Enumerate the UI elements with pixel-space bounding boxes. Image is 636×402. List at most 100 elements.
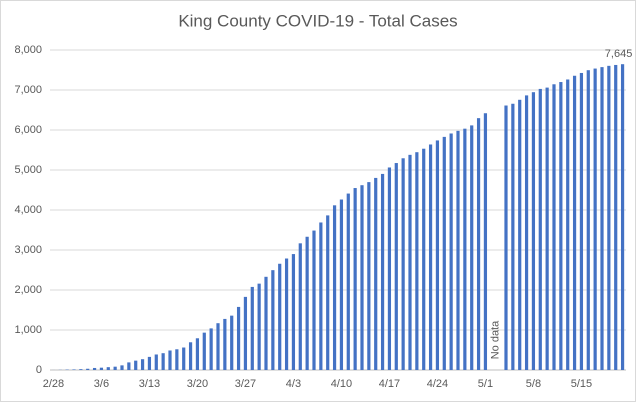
x-tick-label: 3/20 [187, 378, 208, 390]
bar [106, 367, 110, 370]
bar [161, 353, 165, 370]
bar [113, 366, 117, 370]
y-tick-label: 8,000 [14, 44, 42, 56]
x-tick-label: 2/28 [43, 378, 64, 390]
x-tick-label: 3/6 [94, 378, 109, 390]
bar [332, 205, 337, 370]
bar [243, 296, 248, 370]
bar [401, 158, 405, 370]
bar [175, 349, 179, 370]
bar [538, 88, 542, 371]
bar [312, 230, 316, 370]
bar [367, 182, 371, 370]
bar [442, 136, 446, 370]
bar [264, 276, 268, 370]
x-tick-label: 4/17 [379, 378, 400, 390]
bar [223, 318, 227, 370]
bar [579, 72, 584, 371]
bar [79, 369, 83, 370]
bar [140, 359, 145, 370]
bar [607, 65, 611, 370]
bar [339, 199, 344, 370]
bar [435, 140, 440, 370]
y-tick-label: 6,000 [14, 124, 42, 136]
bar [620, 64, 625, 370]
bar [92, 367, 97, 370]
x-tick-label: 5/1 [478, 378, 493, 390]
bar [182, 347, 186, 370]
chart-title: King County COVID-19 - Total Cases [178, 11, 457, 30]
bar [305, 236, 309, 370]
bar [415, 152, 419, 370]
bar [353, 188, 357, 370]
y-tick-label: 5,000 [14, 164, 42, 176]
bar [86, 368, 90, 370]
bar [134, 360, 138, 370]
bar [120, 365, 124, 370]
bar [127, 362, 131, 370]
bar [326, 215, 330, 370]
bar [394, 163, 398, 370]
bar [250, 286, 254, 370]
y-tick-label: 1,000 [14, 324, 42, 336]
x-tick-label: 4/10 [331, 378, 352, 390]
bar [504, 105, 508, 371]
y-tick-label: 0 [36, 364, 42, 376]
bar [531, 92, 536, 370]
bar [566, 79, 570, 370]
x-tick-label: 5/15 [571, 378, 592, 390]
bar [202, 332, 206, 370]
x-tick-label: 3/13 [139, 378, 160, 390]
value-label: 7,645 [605, 48, 633, 60]
bar [518, 99, 522, 371]
bar [278, 263, 282, 370]
bar [380, 173, 385, 370]
bar [552, 84, 556, 370]
bar [476, 118, 481, 370]
annotation: No data [490, 320, 502, 359]
y-tick-label: 3,000 [14, 244, 42, 256]
bar [99, 367, 104, 370]
bar [456, 130, 460, 370]
bar [319, 222, 323, 370]
bar [511, 103, 515, 370]
bar [195, 338, 200, 370]
bar [346, 193, 350, 370]
bar [374, 177, 378, 370]
bar [209, 328, 213, 370]
bar [257, 283, 261, 370]
x-tick-label: 3/27 [235, 378, 256, 390]
bar [586, 70, 590, 370]
x-tick-label: 4/3 [286, 378, 301, 390]
x-tick-label: 4/24 [427, 378, 448, 390]
bar [230, 315, 234, 370]
bar [572, 75, 577, 370]
y-tick-label: 7,000 [14, 84, 42, 96]
y-tick-label: 4,000 [14, 204, 42, 216]
bar [559, 82, 563, 370]
bar [428, 144, 433, 370]
bar [600, 67, 604, 371]
bar [168, 350, 172, 370]
bar [271, 270, 275, 370]
bar [298, 243, 302, 370]
bar [154, 354, 158, 370]
bar [524, 95, 529, 371]
bar [236, 306, 241, 370]
y-tick-label: 2,000 [14, 284, 42, 296]
bar [614, 64, 618, 371]
bar [291, 254, 296, 370]
bar [188, 342, 193, 370]
bar [147, 356, 152, 370]
bar [72, 369, 76, 370]
bar [463, 128, 467, 370]
bar [216, 323, 220, 370]
bar [483, 113, 488, 371]
bar [284, 258, 289, 370]
bar [408, 154, 412, 370]
bar [422, 148, 426, 370]
bar [470, 125, 474, 371]
